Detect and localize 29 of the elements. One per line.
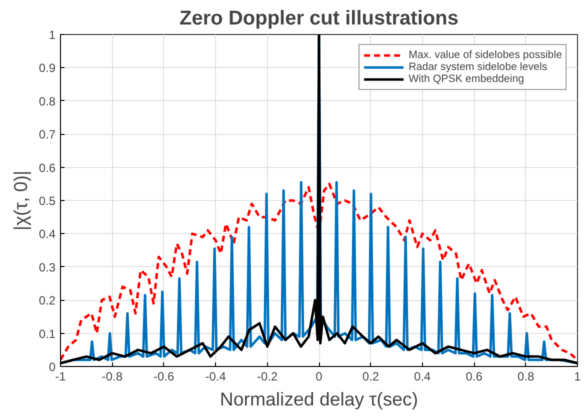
x-tick-label: 0.6 (466, 370, 483, 384)
x-tick-label: -0.6 (154, 370, 175, 384)
x-tick-label: -0.4 (205, 370, 226, 384)
y-tick-label: 0.5 (38, 194, 56, 208)
x-axis-title: Normalized delay τ(sec) (220, 388, 418, 410)
y-tick-label: 0.4 (38, 227, 56, 242)
line-series (60, 182, 578, 362)
y-tick-label: 0.6 (38, 160, 56, 175)
chart-title: Zero Doppler cut illustrations (180, 8, 458, 30)
y-tick-label: 0.9 (38, 61, 56, 76)
y-tick-label: 0.7 (38, 128, 56, 142)
legend-label: Max. value of sidelobes possible (408, 49, 562, 61)
y-tick-label: 0.3 (38, 260, 56, 274)
y-tick-label: 0 (48, 360, 56, 374)
legend-label: Radar system sidelobe levels (408, 61, 548, 73)
x-tick-label: -1 (55, 370, 66, 384)
legend-label: With QPSK embeddeing (408, 73, 524, 85)
x-tick-label: 0 (316, 370, 323, 384)
y-tick-label: 0.2 (38, 294, 56, 308)
x-tick-label: 0.8 (517, 370, 534, 384)
x-tick-label: 0.2 (362, 370, 380, 384)
x-tick-label: 0.4 (414, 370, 432, 384)
x-tick-label: 1 (574, 370, 582, 384)
y-tick-label: 1 (48, 28, 56, 42)
y-axis-title: |χ(τ, 0)| (10, 170, 31, 231)
x-tick-label: -0.8 (102, 370, 123, 384)
x-tick-label: -0.2 (256, 370, 278, 384)
y-tick-label: 0.1 (38, 326, 56, 341)
y-tick-label: 0.8 (38, 94, 56, 108)
